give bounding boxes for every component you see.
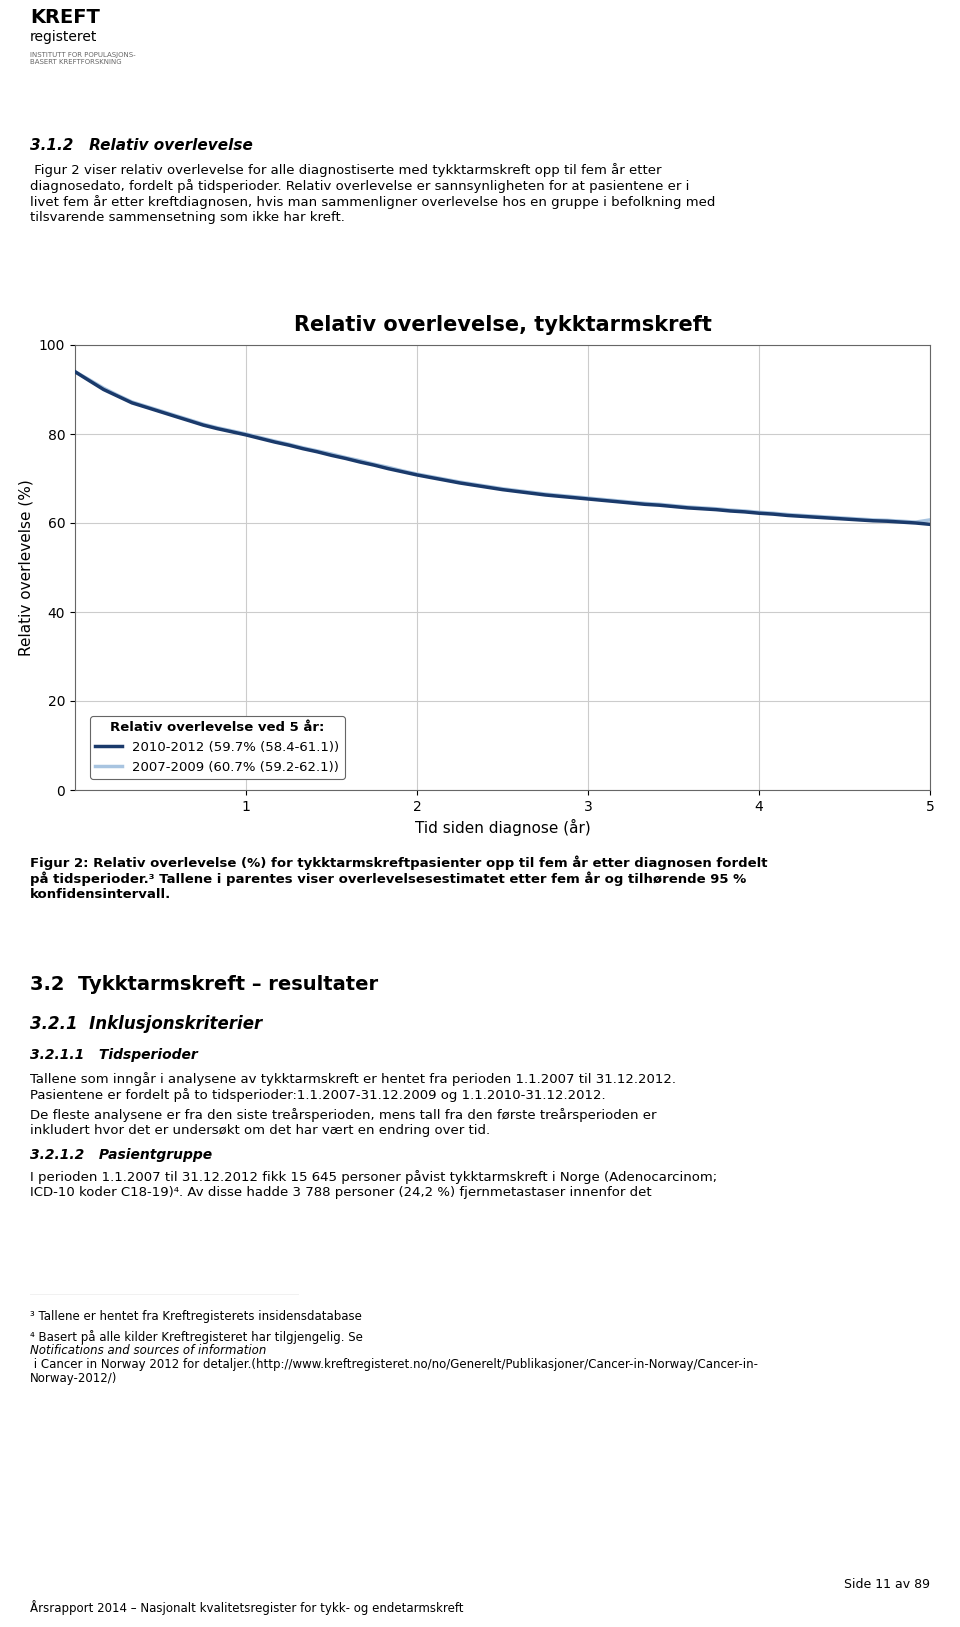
Text: ³ Tallene er hentet fra Kreftregisterets insidensdatabase: ³ Tallene er hentet fra Kreftregisterets…	[30, 1310, 362, 1323]
Text: De fleste analysene er fra den siste treårsperioden, mens tall fra den første tr: De fleste analysene er fra den siste tre…	[30, 1108, 657, 1137]
Text: Årsrapport 2014 – Nasjonalt kvalitetsregister for tykk- og endetarmskreft: Årsrapport 2014 – Nasjonalt kvalitetsreg…	[30, 1599, 464, 1616]
X-axis label: Tid siden diagnose (år): Tid siden diagnose (år)	[415, 820, 590, 836]
Text: i Cancer in Norway 2012 for detaljer.(http://www.kreftregisteret.no/no/Generelt/: i Cancer in Norway 2012 for detaljer.(ht…	[30, 1359, 758, 1372]
Text: 3.2.1  Inklusjonskriterier: 3.2.1 Inklusjonskriterier	[30, 1015, 262, 1033]
Y-axis label: Relativ overlevelse (%): Relativ overlevelse (%)	[18, 478, 34, 656]
Text: 3.1.2   Relativ overlevelse: 3.1.2 Relativ overlevelse	[30, 138, 252, 153]
Text: KREFT: KREFT	[30, 8, 100, 28]
Text: Norway-2012/): Norway-2012/)	[30, 1372, 117, 1385]
Text: 3.2.1.1   Tidsperioder: 3.2.1.1 Tidsperioder	[30, 1048, 198, 1062]
Text: Figur 2 viser relativ overlevelse for alle diagnostiserte med tykktarmskreft opp: Figur 2 viser relativ overlevelse for al…	[30, 163, 715, 225]
Legend: 2010-2012 (59.7% (58.4-61.1)), 2007-2009 (60.7% (59.2-62.1)): 2010-2012 (59.7% (58.4-61.1)), 2007-2009…	[90, 716, 345, 779]
Text: Side 11 av 89: Side 11 av 89	[844, 1578, 930, 1591]
Text: 3.2  Tykktarmskreft – resultater: 3.2 Tykktarmskreft – resultater	[30, 975, 378, 994]
Text: Tallene som inngår i analysene av tykktarmskreft er hentet fra perioden 1.1.2007: Tallene som inngår i analysene av tykkta…	[30, 1072, 676, 1101]
Text: Figur 2: Relativ overlevelse (%) for tykktarmskreftpasienter opp til fem år ette: Figur 2: Relativ overlevelse (%) for tyk…	[30, 856, 767, 901]
Text: 3.2.1.2   Pasientgruppe: 3.2.1.2 Pasientgruppe	[30, 1149, 212, 1162]
Text: registeret: registeret	[30, 29, 97, 44]
Text: I perioden 1.1.2007 til 31.12.2012 fikk 15 645 personer påvist tykktarmskreft i : I perioden 1.1.2007 til 31.12.2012 fikk …	[30, 1170, 717, 1199]
Text: ⁴ Basert på alle kilder Kreftregisteret har tilgjengelig. Se: ⁴ Basert på alle kilder Kreftregisteret …	[30, 1329, 367, 1344]
Text: Notifications and sources of information: Notifications and sources of information	[30, 1344, 266, 1357]
Text: INSTITUTT FOR POPULASJONS-
BASERT KREFTFORSKNING: INSTITUTT FOR POPULASJONS- BASERT KREFTF…	[30, 52, 135, 65]
Title: Relativ overlevelse, tykktarmskreft: Relativ overlevelse, tykktarmskreft	[294, 316, 711, 335]
